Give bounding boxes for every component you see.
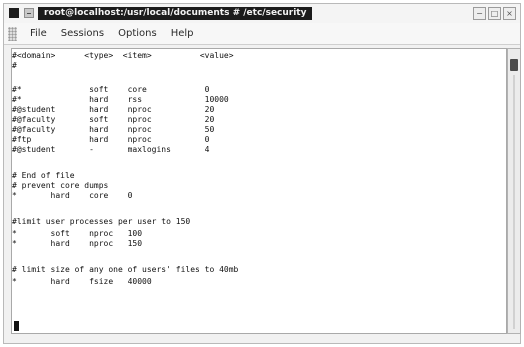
terminal-line: * hard nproc 150 bbox=[12, 239, 143, 248]
title-minus-icon[interactable] bbox=[24, 8, 34, 18]
terminal-line: #ftp hard nproc 0 bbox=[12, 135, 210, 144]
text-cursor bbox=[14, 321, 19, 331]
terminal-line: * hard fsize 40000 bbox=[12, 277, 152, 286]
menu-bar: File Sessions Options Help bbox=[4, 23, 520, 45]
terminal-line: #@student hard nproc 20 bbox=[12, 105, 215, 114]
terminal-window: root@localhost:/usr/local/documents # /e… bbox=[3, 3, 521, 344]
menu-file[interactable]: File bbox=[30, 28, 47, 39]
menu-help[interactable]: Help bbox=[170, 28, 194, 39]
terminal-line: #@faculty hard nproc 50 bbox=[12, 125, 215, 134]
terminal-content[interactable]: #<domain> <type> <item> <value> # #* sof… bbox=[11, 48, 507, 334]
terminal-line: # bbox=[12, 61, 17, 70]
window-menu-icon[interactable] bbox=[9, 8, 19, 18]
menu-grip-icon bbox=[8, 26, 17, 41]
terminal-line bbox=[12, 253, 506, 263]
terminal-line: #@student - maxlogins 4 bbox=[12, 145, 210, 154]
terminal-line: # End of file bbox=[12, 171, 75, 180]
window-controls: − □ × bbox=[473, 7, 516, 20]
terminal-line bbox=[12, 159, 506, 169]
scroll-thumb[interactable] bbox=[510, 59, 518, 71]
terminal-line: #<domain> <type> <item> <value> bbox=[12, 51, 234, 60]
terminal-line: #* hard rss 10000 bbox=[12, 95, 229, 104]
terminal-line: # prevent core dumps bbox=[12, 181, 109, 190]
close-button[interactable]: × bbox=[503, 7, 516, 20]
terminal-line: * soft nproc 100 bbox=[12, 229, 143, 238]
minimize-button[interactable]: − bbox=[473, 7, 486, 20]
terminal-line bbox=[12, 205, 506, 215]
window-title: root@localhost:/usr/local/documents # /e… bbox=[38, 7, 313, 20]
terminal-line: #limit user processes per user to 150 bbox=[12, 217, 191, 226]
maximize-button[interactable]: □ bbox=[488, 7, 501, 20]
vertical-scrollbar[interactable] bbox=[507, 48, 521, 334]
terminal-line bbox=[12, 73, 506, 83]
terminal-line: #* soft core 0 bbox=[12, 85, 210, 94]
scroll-track bbox=[513, 75, 515, 329]
terminal-line: * hard core 0 bbox=[12, 191, 133, 200]
terminal-line: # limit size of any one of users' files … bbox=[12, 265, 239, 274]
terminal-line: #@faculty soft nproc 20 bbox=[12, 115, 215, 124]
title-bar[interactable]: root@localhost:/usr/local/documents # /e… bbox=[4, 4, 520, 23]
menu-sessions[interactable]: Sessions bbox=[60, 28, 105, 39]
menu-options[interactable]: Options bbox=[118, 28, 157, 39]
